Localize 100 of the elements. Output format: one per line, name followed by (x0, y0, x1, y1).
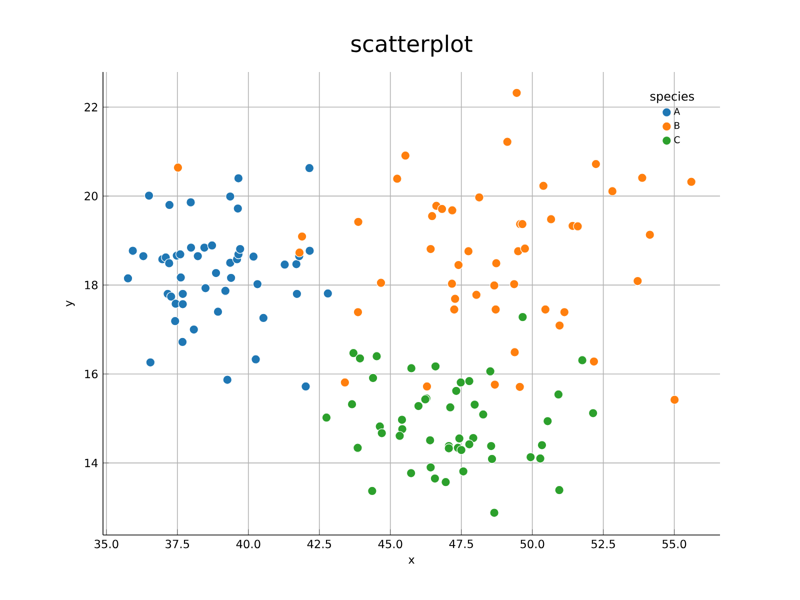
point (235, 244, 245, 254)
point (348, 348, 358, 358)
point (554, 390, 564, 400)
point (546, 214, 556, 224)
y-tick-label: 14 (85, 458, 98, 468)
chart-title: scatterplot (351, 34, 472, 57)
legend-title: species (650, 91, 694, 104)
point (340, 378, 350, 388)
point (406, 468, 416, 478)
point (446, 402, 455, 412)
point (304, 163, 314, 173)
point (430, 474, 440, 484)
point (213, 306, 223, 316)
point (492, 258, 501, 268)
x-tick-label: 40.0 (236, 540, 260, 548)
point (292, 289, 302, 299)
point (138, 251, 148, 261)
point (456, 445, 466, 455)
point (454, 434, 464, 444)
y-tick-label: 18 (85, 280, 98, 290)
point (186, 198, 196, 208)
x-tick-label: 55.0 (662, 540, 686, 548)
point (292, 259, 302, 269)
point (186, 242, 196, 252)
point (490, 304, 500, 314)
point (304, 246, 314, 256)
point (406, 363, 416, 373)
point (225, 192, 235, 202)
point (189, 324, 199, 334)
point (173, 162, 183, 172)
point (554, 485, 564, 495)
point (301, 382, 310, 392)
point (294, 248, 304, 258)
point (486, 441, 496, 451)
x-tick-label: 45.0 (378, 540, 402, 548)
point (474, 192, 484, 202)
point (226, 273, 236, 283)
point (258, 313, 268, 323)
point (178, 299, 188, 309)
point (542, 416, 552, 426)
point (515, 382, 525, 392)
legend-label: B (674, 122, 680, 129)
point (540, 304, 550, 314)
point (512, 88, 522, 98)
point (464, 376, 474, 386)
point (207, 240, 217, 250)
point (518, 312, 528, 322)
point (458, 466, 468, 476)
point (352, 443, 362, 453)
point (426, 244, 436, 254)
point (178, 289, 188, 299)
point (376, 278, 386, 288)
point (608, 186, 618, 196)
y-tick-label: 16 (85, 370, 98, 378)
point (464, 246, 474, 256)
point (322, 412, 332, 422)
point (220, 286, 230, 296)
point (280, 260, 290, 270)
point (454, 260, 464, 270)
point (367, 486, 377, 496)
x-tick-label: 42.5 (307, 540, 331, 548)
point (164, 200, 174, 210)
point (368, 373, 378, 383)
point (450, 294, 460, 304)
point (589, 356, 599, 366)
point (146, 358, 156, 368)
point (537, 440, 547, 450)
point (470, 400, 480, 410)
point (520, 244, 530, 254)
point (486, 366, 496, 376)
point (128, 246, 138, 256)
point (200, 283, 210, 293)
point (377, 428, 387, 438)
point (490, 380, 500, 390)
point (176, 250, 185, 260)
point (193, 251, 203, 261)
point (526, 452, 536, 462)
x-tick-label: 52.5 (592, 540, 615, 548)
point (397, 415, 407, 425)
point (509, 279, 519, 289)
point (353, 307, 363, 317)
point (251, 354, 260, 364)
point (392, 174, 402, 184)
point (670, 395, 680, 405)
point (560, 307, 570, 317)
point (200, 242, 210, 252)
legend-label: C (674, 136, 680, 144)
point (478, 410, 488, 420)
point (354, 217, 363, 227)
point (450, 304, 459, 314)
point (447, 278, 457, 288)
point (536, 454, 546, 464)
point (502, 137, 512, 147)
point (490, 508, 500, 518)
point (554, 320, 564, 330)
point (323, 288, 333, 298)
point (472, 290, 482, 300)
point (427, 211, 437, 221)
point (123, 274, 133, 284)
point (437, 204, 447, 214)
